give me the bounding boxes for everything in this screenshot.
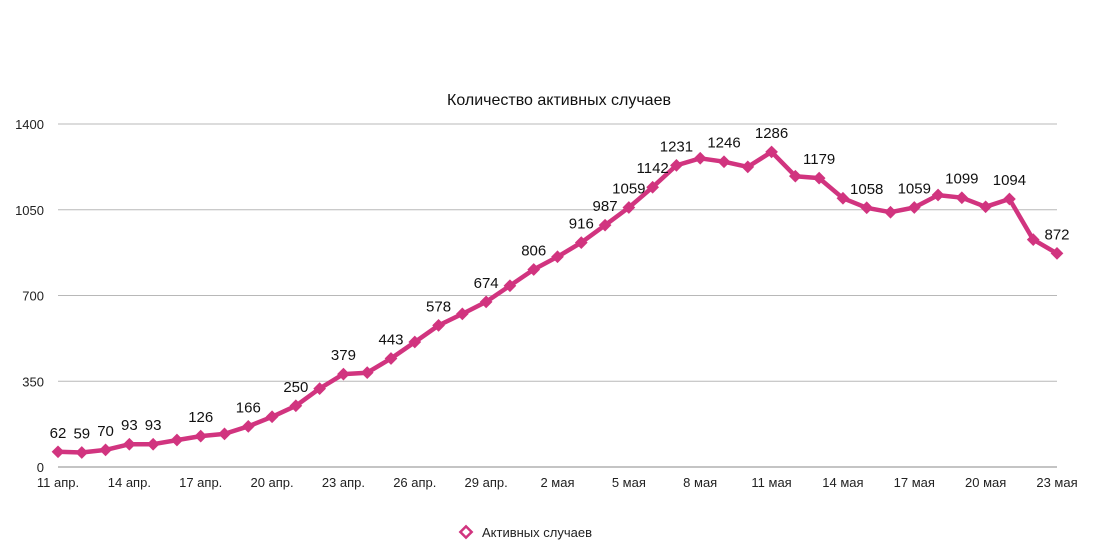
data-point [979, 200, 993, 214]
data-labels: 62 59 70 93 93 126 166 250 379 443 578 674 806 916987… [50, 125, 1070, 443]
legend-label: Активных случаев [482, 525, 592, 540]
data-label: 250 [283, 379, 308, 396]
data-label: 916 [569, 216, 594, 233]
data-label: 126 [188, 409, 213, 426]
data-label: 578 [426, 298, 451, 315]
data-label: 1099 [945, 171, 978, 188]
data-point [170, 433, 184, 447]
data-point [194, 429, 208, 443]
data-point [503, 279, 517, 293]
data-point [337, 367, 350, 381]
data-point [289, 399, 303, 413]
data-label: 379 [331, 347, 356, 364]
data-point [313, 382, 327, 395]
data-label: 93 [145, 417, 162, 434]
data-point [360, 366, 374, 380]
x-tick-label: 26 апр. [393, 475, 436, 490]
data-point [75, 446, 89, 459]
x-tick-label: 17 мая [894, 475, 935, 490]
data-point [218, 427, 231, 441]
data-point [955, 191, 969, 205]
data-point [455, 307, 469, 321]
x-tick-label: 20 мая [965, 475, 1006, 490]
data-label: 166 [236, 399, 261, 416]
y-tick-label: 700 [22, 289, 44, 304]
legend-marker [458, 524, 474, 540]
data-label: 93 [121, 417, 138, 434]
chart-title: Количество активных случаев [447, 92, 671, 109]
x-tick-label: 20 апр. [250, 475, 293, 490]
x-tick-label: 5 мая [612, 475, 646, 490]
data-point [860, 201, 874, 215]
data-point [99, 443, 112, 457]
data-label: 1142 [637, 160, 669, 177]
data-label: 1179 [803, 151, 835, 168]
data-point [241, 419, 255, 433]
data-label: 62 [50, 425, 67, 442]
x-tick-label: 23 апр. [322, 475, 365, 490]
x-tick-label: 23 мая [1036, 475, 1077, 490]
x-tick-label: 11 апр. [37, 475, 79, 490]
legend: Активных случаев [458, 524, 592, 540]
x-tick-label: 14 мая [822, 475, 863, 490]
data-point [408, 335, 422, 349]
x-tick-label: 8 мая [683, 475, 717, 490]
y-axis: 0 350 700 1050 1400 [15, 117, 44, 475]
y-tick-label: 350 [22, 374, 44, 389]
data-label: 443 [378, 331, 403, 348]
data-label: 806 [521, 243, 546, 260]
y-tick-label: 1400 [15, 117, 44, 132]
data-point [884, 205, 897, 219]
data-point [265, 410, 279, 424]
data-point [717, 155, 731, 169]
data-label: 70 [97, 423, 114, 440]
x-tick-label: 14 апр. [108, 475, 151, 490]
data-label: 1058 [850, 181, 883, 198]
data-label: 987 [593, 198, 618, 215]
data-point [51, 445, 65, 459]
x-tick-label: 29 апр. [465, 475, 508, 490]
data-point [479, 295, 493, 309]
data-label: 1059 [898, 181, 931, 198]
y-tick-label: 0 [37, 460, 44, 475]
x-tick-label: 17 апр. [179, 475, 222, 490]
data-label: 59 [73, 426, 90, 443]
x-tick-label: 11 мая [751, 475, 791, 490]
data-label: 674 [474, 275, 499, 292]
data-point [384, 352, 398, 365]
data-point [146, 437, 160, 451]
x-tick-label: 2 мая [540, 475, 574, 490]
x-axis: 11 апр. 14 апр. 17 апр. 20 апр. 23 апр. 26 ап… [37, 475, 1078, 490]
data-label: 1231 [660, 138, 693, 155]
data-label: 1246 [707, 135, 740, 152]
y-tick-label: 1050 [15, 203, 44, 218]
data-label: 872 [1044, 226, 1069, 243]
data-point [693, 151, 707, 165]
data-label: 1286 [755, 125, 788, 142]
data-label: 1094 [993, 172, 1026, 189]
data-point [122, 437, 136, 451]
data-label: 1059 [612, 181, 645, 198]
data-point [432, 319, 445, 332]
